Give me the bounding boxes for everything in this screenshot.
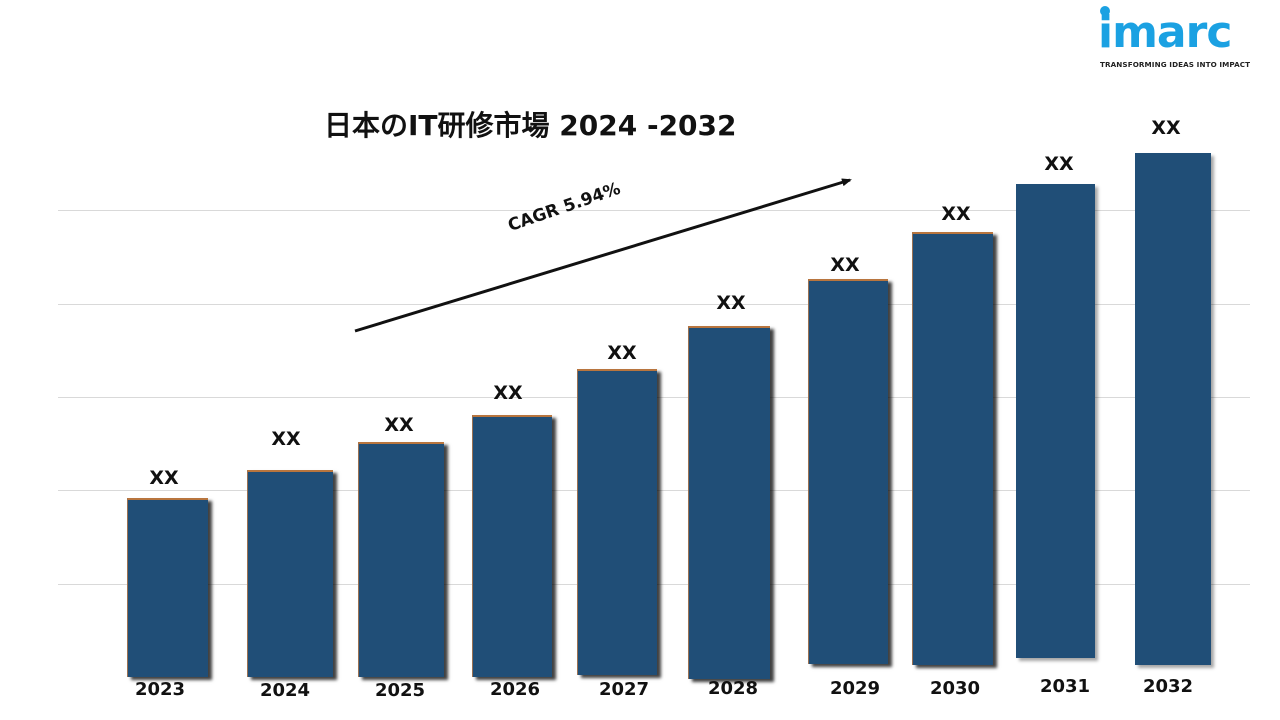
x-axis-label: 2025 — [374, 680, 426, 701]
x-axis-label: 2024 — [259, 680, 311, 701]
bar-value-label: XX — [1151, 117, 1181, 139]
x-axis-label: 2026 — [489, 679, 541, 700]
logo-wordmark: imarc — [1098, 7, 1232, 58]
bar-value-label: XX — [1044, 153, 1074, 175]
bar-2028 — [688, 326, 770, 679]
x-axis-label: 2029 — [829, 678, 881, 699]
x-axis-label: 2031 — [1039, 676, 1091, 697]
x-axis-label: 2032 — [1142, 676, 1194, 697]
bar-2029 — [808, 279, 888, 664]
bar-value-label: XX — [716, 292, 746, 314]
bar-2027 — [577, 369, 657, 675]
cagr-label: CAGR 5.94% — [505, 178, 624, 236]
bar-2025 — [358, 442, 444, 677]
chart-title: 日本のIT研修市場 2024 -2032 — [324, 109, 737, 142]
bar-value-label: XX — [149, 467, 179, 489]
x-axis-label: 2023 — [134, 679, 186, 700]
x-axis-label: 2030 — [929, 678, 981, 699]
bar-2026 — [472, 415, 552, 677]
x-axis-label: 2027 — [598, 679, 650, 700]
logo-tagline: TRANSFORMING IDEAS INTO IMPACT — [1100, 60, 1251, 69]
bar-value-label: XX — [493, 382, 523, 404]
bar-2024 — [247, 470, 333, 677]
bar-2031 — [1016, 184, 1095, 658]
bar-value-label: XX — [607, 342, 637, 364]
imarc-logo: imarc TRANSFORMING IDEAS INTO IMPACT — [1098, 2, 1258, 74]
bar-2023 — [127, 498, 208, 677]
bar-value-label: XX — [830, 254, 860, 276]
x-axis-label: 2028 — [707, 678, 759, 699]
bar-value-label: XX — [271, 428, 301, 450]
bar-value-label: XX — [384, 414, 414, 436]
logo-dot-icon — [1100, 6, 1110, 16]
bar-2032 — [1135, 153, 1211, 665]
bar-2030 — [912, 232, 993, 665]
bar-value-label: XX — [941, 203, 971, 225]
